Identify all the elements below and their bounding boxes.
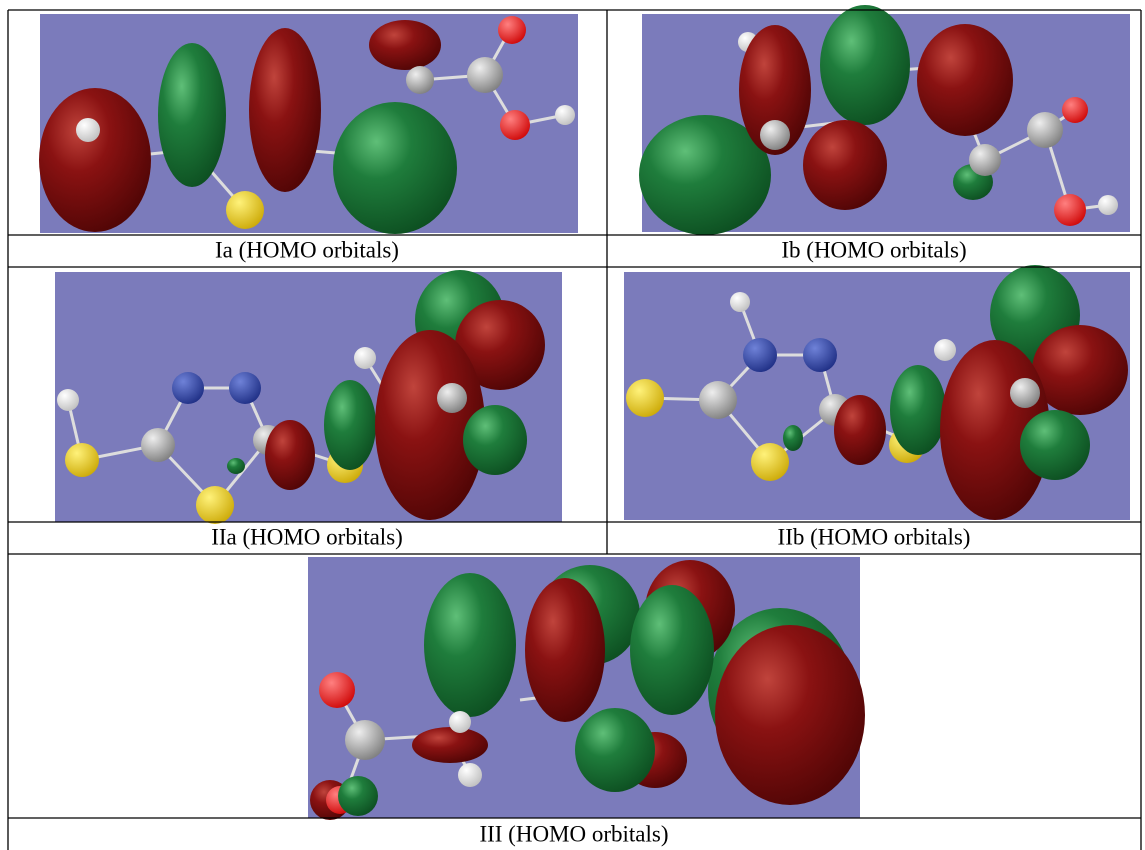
page: Ia (HOMO orbitals) Ib (HOMO orbitals) II…: [0, 0, 1145, 850]
caption: IIa (HOMO orbitals): [211, 524, 403, 549]
caption: Ib (HOMO orbitals): [781, 237, 966, 262]
table: Ia (HOMO orbitals) Ib (HOMO orbitals) II…: [0, 0, 1145, 850]
caption: Ia (HOMO orbitals): [215, 237, 399, 262]
caption: IIb (HOMO orbitals): [778, 524, 971, 549]
caption: III (HOMO orbitals): [479, 821, 668, 846]
